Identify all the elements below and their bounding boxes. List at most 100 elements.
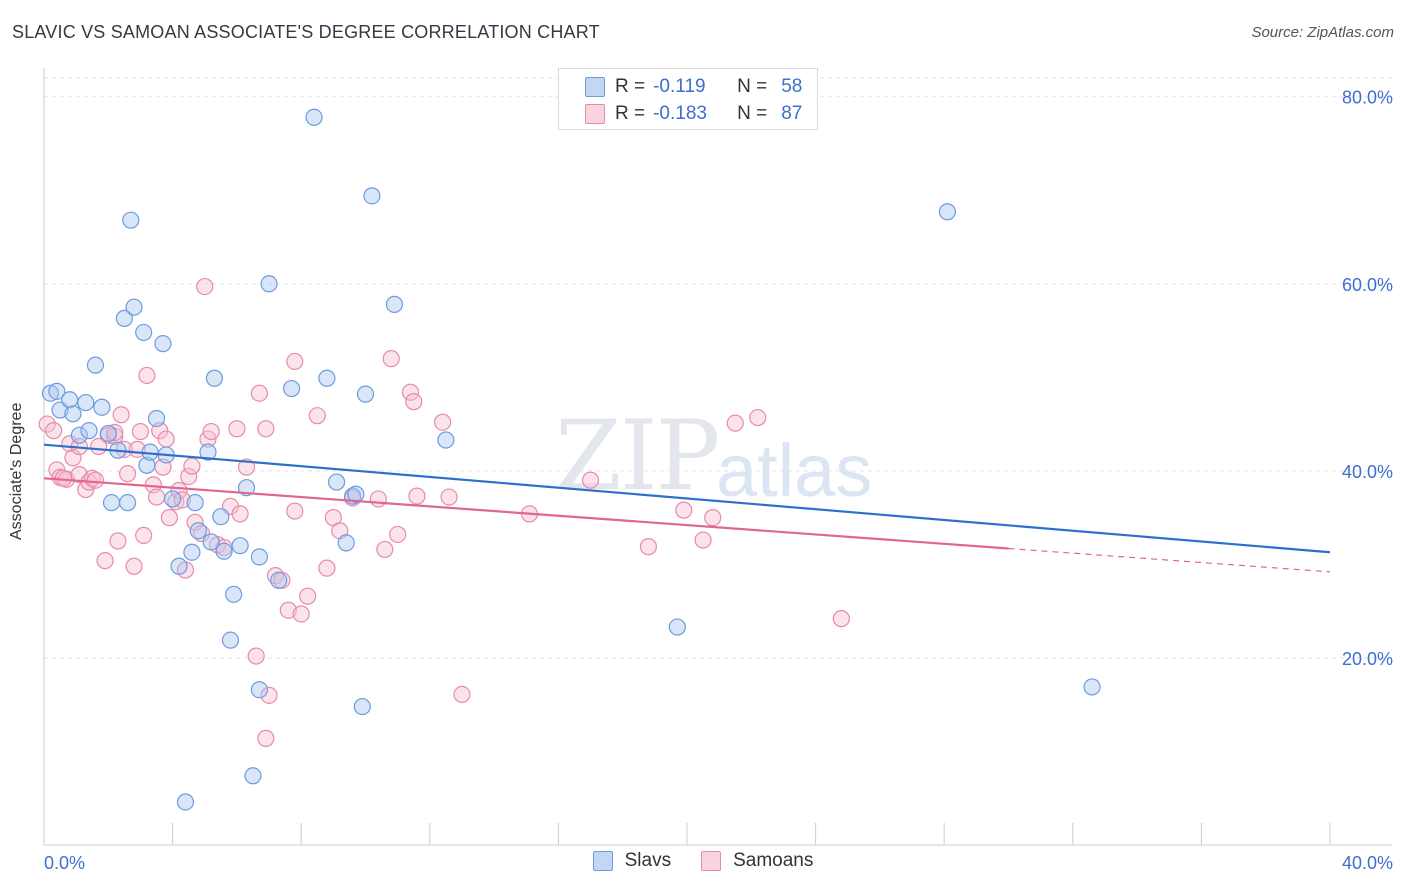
slavs-point [77, 393, 95, 412]
slavs-point [41, 384, 60, 402]
samoans-point [401, 383, 420, 401]
slavs-point [225, 585, 243, 603]
samoans-point [157, 430, 175, 448]
slavs-point [270, 571, 288, 589]
samoans-point [180, 467, 198, 486]
slavs-point [154, 335, 172, 353]
samoans-point [369, 490, 387, 508]
slavs-point [86, 356, 105, 374]
slavs-point [93, 398, 111, 416]
legend-item-samoans[interactable]: Samoans [701, 850, 813, 872]
slavs-swatch [585, 77, 605, 97]
r-label: R = [615, 103, 646, 124]
slavs-point [244, 767, 262, 785]
samoans-trend-line [43, 477, 1009, 550]
samoans-point [196, 277, 214, 296]
slavs-point [118, 494, 137, 512]
samoans-point [376, 540, 394, 559]
samoans-point [86, 471, 105, 489]
slavs-point [135, 323, 153, 342]
slavs-point [164, 490, 182, 508]
samoans-point [279, 601, 297, 619]
samoans-point [135, 526, 153, 544]
slavs-point [48, 382, 66, 400]
series-legend: Slavs Samoans [0, 850, 1406, 872]
slavs-point [61, 391, 79, 409]
slavs-legend-swatch [592, 851, 613, 871]
slavs-n-value: 58 [781, 76, 803, 97]
samoans-point [308, 407, 326, 425]
samoans-point [286, 502, 304, 520]
samoans-point [45, 422, 63, 440]
legend-item-slavs[interactable]: Slavs [592, 850, 671, 872]
x-tick-label-min: 0.0% [44, 853, 85, 873]
samoans-point [228, 420, 246, 438]
samoans-point [38, 415, 56, 433]
slavs-point [318, 369, 336, 387]
slavs-point [125, 298, 143, 316]
samoans-point [581, 471, 600, 489]
slavs-point [122, 211, 140, 229]
samoans-legend-label: Samoans [733, 850, 814, 871]
y-tick-label: 40.0% [1342, 462, 1393, 482]
slavs-point [64, 405, 82, 423]
samoans-point [250, 384, 269, 402]
slavs-point [305, 108, 323, 126]
slavs-point [668, 618, 686, 636]
samoans-point [247, 647, 265, 665]
samoans-point [832, 610, 850, 628]
slavs-point [176, 793, 195, 811]
slavs-point [170, 557, 188, 575]
samoans-point [167, 493, 185, 511]
slavs-point [250, 681, 269, 699]
tick-labels: 20.0% 40.0% 60.0% 80.0% 0.0% 40.0% [44, 88, 1393, 873]
samoans-point [138, 366, 156, 385]
samoans-point [749, 408, 767, 427]
source-label: Source: ZipAtlas.com [1251, 24, 1394, 41]
legend-row-slavs: R = -0.119 N = 58 [585, 74, 802, 100]
samoans-point [299, 587, 317, 605]
slavs-point [186, 494, 204, 512]
samoans-point [453, 685, 471, 704]
slavs-point [938, 203, 957, 221]
n-label: N = [737, 103, 768, 124]
slavs-point [437, 431, 455, 449]
x-tick-label-max: 40.0% [1342, 853, 1393, 873]
samoans-n-value: 87 [781, 103, 803, 124]
slavs-trend-line [43, 443, 1331, 554]
n-label: N = [737, 76, 768, 97]
slavs-point [347, 485, 365, 503]
slavs-point [282, 379, 301, 398]
slavs-point [115, 309, 133, 327]
legend-row-samoans: R = -0.183 N = 87 [585, 101, 802, 127]
slavs-point [138, 456, 156, 474]
samoans-point [112, 406, 130, 424]
samoans-point [257, 729, 275, 747]
y-tick-label: 60.0% [1342, 275, 1393, 295]
slavs-point [327, 473, 346, 491]
samoans-point [704, 509, 722, 527]
slavs-point [205, 369, 223, 387]
slavs-point [363, 187, 381, 205]
samoans-r-value: -0.183 [653, 103, 707, 124]
samoans-point [231, 505, 249, 523]
slavs-point [202, 533, 220, 551]
slavs-points [41, 108, 1101, 811]
y-tick-label: 20.0% [1342, 649, 1393, 669]
slavs-point [385, 295, 404, 313]
samoans-swatch [585, 104, 605, 124]
slavs-r-value: -0.119 [653, 76, 706, 97]
samoans-point [118, 465, 137, 483]
chart-title: SLAVIC VS SAMOAN ASSOCIATE'S DEGREE CORR… [12, 22, 600, 42]
samoans-point [183, 457, 201, 475]
slavs-point [99, 424, 117, 443]
samoans-point [382, 350, 400, 368]
slavs-point [189, 522, 207, 540]
slavs-point [199, 443, 217, 461]
samoans-point [257, 420, 275, 438]
y-tick-label: 80.0% [1342, 88, 1393, 108]
samoans-point [675, 501, 693, 519]
samoans-point [292, 605, 310, 623]
r-label: R = [615, 76, 646, 97]
